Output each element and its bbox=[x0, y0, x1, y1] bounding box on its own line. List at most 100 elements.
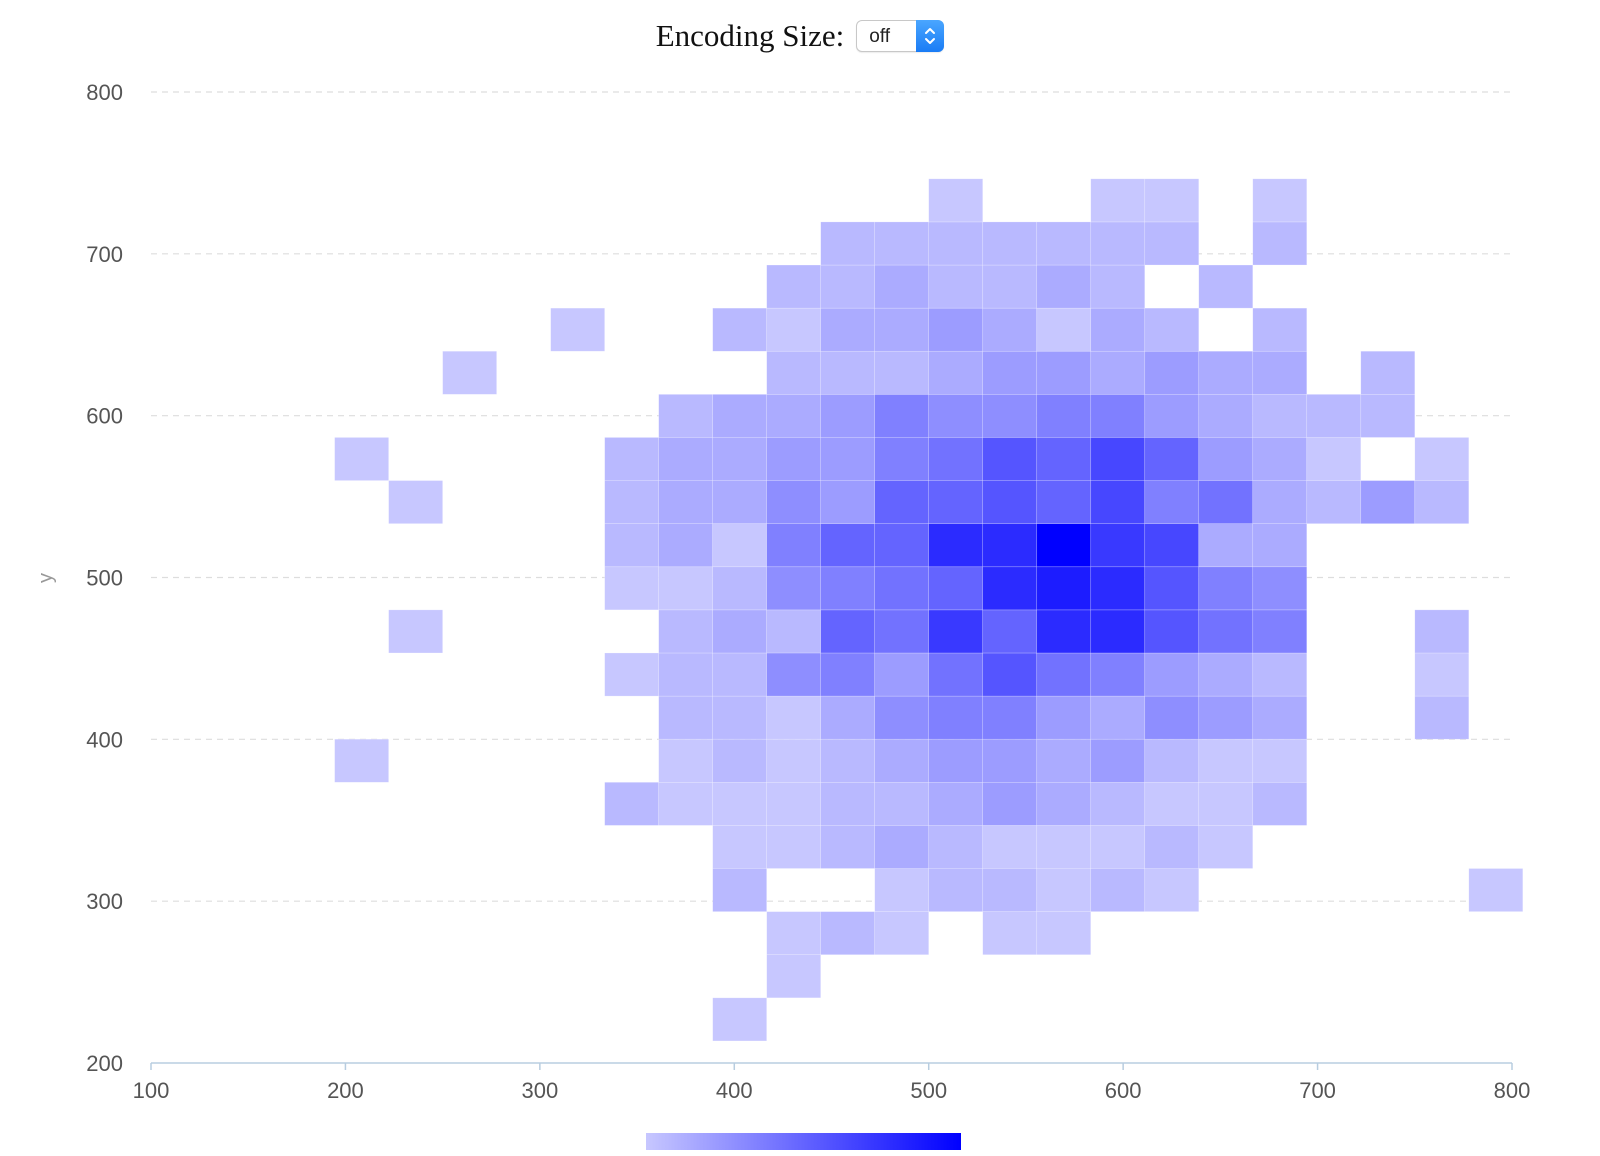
heatmap-cell bbox=[874, 911, 930, 956]
heatmap-cell bbox=[766, 609, 822, 654]
heatmap-cell bbox=[1198, 695, 1254, 740]
encoding-size-value: off bbox=[869, 26, 891, 47]
heatmap-cell bbox=[1036, 264, 1092, 309]
heatmap-cell bbox=[658, 738, 713, 783]
heatmap-cell bbox=[1090, 781, 1146, 826]
heatmap-cell bbox=[1252, 652, 1308, 697]
heatmap-cell bbox=[1306, 437, 1362, 481]
heatmap-cell bbox=[766, 695, 822, 740]
heatmap-cell bbox=[928, 738, 984, 783]
heatmap-cell bbox=[1144, 394, 1200, 438]
x-tick-label: 700 bbox=[1299, 1078, 1336, 1103]
heatmap-cell bbox=[604, 566, 659, 611]
heatmap-cell bbox=[712, 437, 767, 481]
heatmap-cell bbox=[928, 609, 984, 654]
x-tick-label: 100 bbox=[133, 1078, 170, 1103]
heatmap-cell bbox=[1036, 652, 1092, 697]
heatmap-cell bbox=[928, 178, 984, 223]
heatmap-cell bbox=[658, 609, 713, 654]
heatmap-cell bbox=[712, 652, 767, 697]
heatmap-cell bbox=[928, 350, 984, 395]
heatmap-cell bbox=[712, 695, 767, 740]
heatmap-cell bbox=[1036, 781, 1092, 826]
heatmap-cell bbox=[1036, 523, 1092, 568]
heatmap-cell bbox=[928, 394, 984, 438]
heatmap-cell bbox=[928, 781, 984, 826]
heatmap-cell bbox=[820, 609, 876, 654]
heatmap-cell bbox=[1198, 738, 1254, 783]
heatmap-cell bbox=[766, 566, 822, 611]
heatmap-cell bbox=[766, 307, 822, 352]
heatmap-cell bbox=[766, 954, 822, 999]
heatmap-cell bbox=[1252, 695, 1308, 740]
heatmap-cell bbox=[766, 480, 822, 524]
heatmap-cell bbox=[1198, 609, 1254, 654]
heatmap-cell bbox=[1036, 868, 1092, 912]
heatmap-cell bbox=[1036, 307, 1092, 352]
heatmap-cell bbox=[1036, 609, 1092, 654]
heatmap-cell bbox=[820, 695, 876, 740]
heatmap-cell bbox=[820, 307, 876, 352]
heatmap-cell bbox=[982, 437, 1038, 481]
heatmap-cell bbox=[766, 437, 822, 481]
y-tick-label: 500 bbox=[86, 566, 123, 591]
heatmap-cell bbox=[712, 868, 767, 912]
heatmap-cell bbox=[874, 437, 930, 481]
heatmap-cell bbox=[1036, 695, 1092, 740]
heatmap-cell bbox=[928, 437, 984, 481]
heatmap-cell bbox=[712, 781, 767, 826]
heatmap-cell bbox=[1036, 480, 1092, 524]
heatmap-cell bbox=[1144, 609, 1200, 654]
heatmap-cell bbox=[1414, 695, 1470, 740]
heatmap-cell bbox=[820, 437, 876, 481]
heatmap-cell bbox=[712, 997, 767, 1042]
heatmap-cell bbox=[712, 738, 767, 783]
heatmap-cell bbox=[604, 437, 659, 481]
heatmap-cell bbox=[766, 911, 822, 956]
encoding-size-select[interactable]: off bbox=[856, 20, 945, 52]
heatmap-cell bbox=[820, 480, 876, 524]
heatmap-cell bbox=[874, 868, 930, 912]
heatmap-cell bbox=[1252, 609, 1308, 654]
heatmap-cell bbox=[1198, 652, 1254, 697]
heatmap-cell bbox=[1144, 825, 1200, 869]
heatmap-cell bbox=[1252, 480, 1308, 524]
heatmap-cell bbox=[1198, 523, 1254, 568]
heatmap-cell bbox=[334, 738, 389, 783]
heatmap-cell bbox=[1090, 825, 1146, 869]
heatmap-cell bbox=[874, 781, 930, 826]
heatmap-cell bbox=[1144, 221, 1200, 266]
heatmap-cell bbox=[550, 307, 605, 352]
heatmap-cell bbox=[1198, 394, 1254, 438]
heatmap-cell bbox=[874, 652, 930, 697]
y-tick-label: 600 bbox=[86, 404, 123, 429]
y-axis-title: y bbox=[35, 573, 57, 583]
heatmap-cell bbox=[1198, 437, 1254, 481]
encoding-size-label: Encoding Size: bbox=[655, 18, 845, 53]
heatmap-cell bbox=[1198, 781, 1254, 826]
heatmap-cells bbox=[334, 178, 1524, 1042]
heatmap-cell bbox=[1360, 480, 1416, 524]
x-tick-label: 600 bbox=[1105, 1078, 1142, 1103]
heatmap-cell bbox=[820, 652, 876, 697]
heatmap-cell bbox=[982, 264, 1038, 309]
heatmap-cell bbox=[1360, 350, 1416, 395]
heatmap-cell bbox=[928, 652, 984, 697]
heatmap-cell bbox=[712, 609, 767, 654]
heatmap-cell bbox=[1090, 480, 1146, 524]
heatmap-cell bbox=[820, 350, 876, 395]
heatmap-cell bbox=[1144, 868, 1200, 912]
heatmap-cell bbox=[1252, 566, 1308, 611]
heatmap-cell bbox=[388, 609, 443, 654]
heatmap-cell bbox=[820, 781, 876, 826]
heatmap-cell bbox=[982, 738, 1038, 783]
heatmap-cell bbox=[766, 264, 822, 309]
heatmap-cell bbox=[1144, 738, 1200, 783]
heatmap-cell bbox=[1144, 350, 1200, 395]
heatmap-cell bbox=[928, 307, 984, 352]
heatmap-cell bbox=[766, 738, 822, 783]
heatmap-cell bbox=[1144, 781, 1200, 826]
heatmap-cell bbox=[928, 523, 984, 568]
heatmap-cell bbox=[1306, 480, 1362, 524]
heatmap-cell bbox=[1090, 394, 1146, 438]
